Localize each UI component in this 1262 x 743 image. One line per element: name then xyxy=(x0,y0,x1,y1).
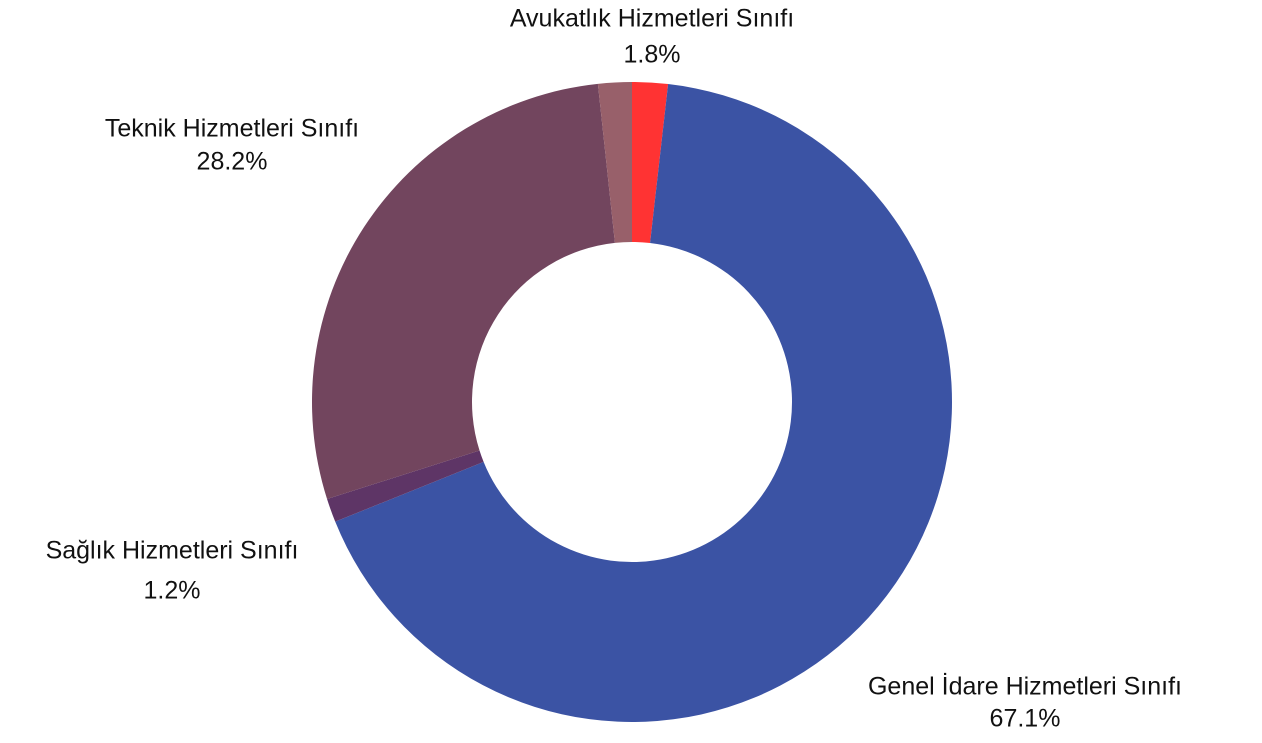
slice-label: Avukatlık Hizmetleri Sınıfı xyxy=(510,5,794,33)
slice xyxy=(597,82,632,243)
slice-label: Genel İdare Hizmetleri Sınıfı xyxy=(868,672,1182,701)
slice xyxy=(632,82,669,244)
slice xyxy=(312,83,615,499)
slice-label: Sağlık Hizmetleri Sınıfı xyxy=(46,537,299,565)
value-label: 28.2% xyxy=(197,148,268,176)
slice xyxy=(327,450,484,522)
value-label: 1.8% xyxy=(624,41,681,69)
value-label: 1.2% xyxy=(144,577,201,605)
slice xyxy=(335,84,953,723)
slice-label: Teknik Hizmetleri Sınıfı xyxy=(105,115,359,143)
value-label: 67.1% xyxy=(990,705,1061,733)
